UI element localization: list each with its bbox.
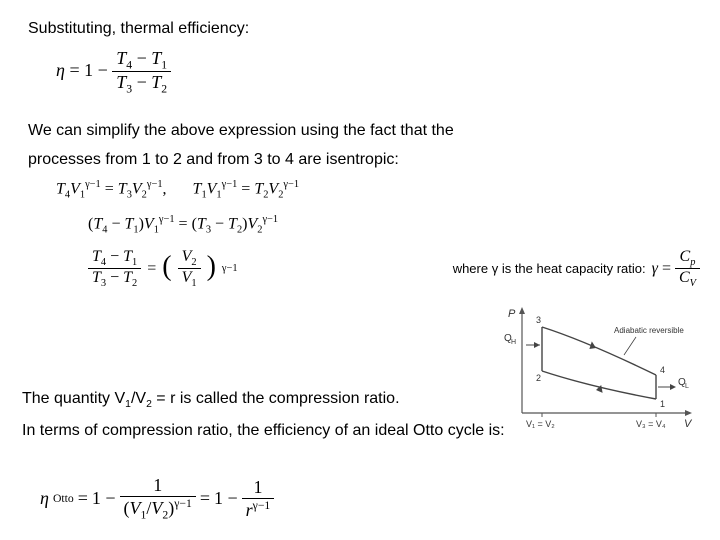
t1s: 1: [161, 58, 167, 71]
t2s: 2: [161, 83, 167, 96]
eq-isentropic-row: T4V1γ−1 = T3V2γ−1, T1V1γ−1 = T2V2γ−1: [56, 179, 692, 201]
p3a-1: The quantity V: [22, 390, 125, 407]
t2: T: [151, 72, 161, 92]
para-simplify-1: We can simplify the above expression usi…: [28, 120, 692, 142]
frac-r: 1 rγ−1: [242, 477, 275, 521]
frac-t: T4 − T1 T3 − T2: [112, 48, 171, 96]
t1: T: [151, 48, 161, 68]
eta2: η: [40, 488, 49, 509]
minus2: −: [137, 72, 152, 92]
svg-text:2: 2: [536, 373, 541, 383]
eq-t1v1: T1V1γ−1 = T2V2γ−1: [193, 179, 300, 201]
para-simplify-2: processes from 1 to 2 and from 3 to 4 ar…: [28, 149, 692, 171]
gamma-note-text: where γ is the heat capacity ratio:: [453, 261, 646, 276]
t3s: 3: [126, 83, 132, 96]
eq-eta-otto: ηOtto = 1 − 1 (V1/V2)γ−1 = 1 − 1 rγ−1: [40, 475, 274, 522]
sym-eta: η: [56, 60, 65, 80]
frac-gamma: Cp CV: [675, 248, 700, 289]
sym-eq: =: [69, 60, 84, 80]
minus1: −: [137, 48, 152, 68]
gamma-note: where γ is the heat capacity ratio: γ = …: [380, 248, 700, 289]
svg-text:H: H: [511, 339, 516, 346]
sym-gamma: γ: [652, 260, 658, 278]
p3a-mid: /V: [131, 390, 146, 407]
eq-t4v1: T4V1γ−1 = T3V2γ−1,: [56, 179, 167, 201]
sym-one-minus: 1 −: [84, 60, 112, 80]
eq-diff-v: (T4 − T1)V1γ−1 = (T3 − T2)V2γ−1: [88, 214, 692, 236]
t4s: 4: [126, 58, 132, 71]
p3a-rest: = r is called the compression ratio.: [152, 390, 400, 407]
svg-text:3: 3: [536, 315, 541, 325]
adiab-label: Adiabatic reversible: [614, 326, 684, 335]
para-substituting: Substituting, thermal efficiency:: [28, 18, 692, 40]
p3b: In terms of compression ratio, the effic…: [22, 420, 692, 442]
svg-text:4: 4: [660, 365, 665, 375]
frac-v1v2: 1 (V1/V2)γ−1: [120, 475, 196, 522]
t3: T: [116, 72, 126, 92]
t4: T: [116, 48, 126, 68]
otto-sub: Otto: [53, 492, 74, 505]
eq-eta-basic: η = 1 − T4 − T1 T3 − T2: [56, 48, 692, 96]
axis-p-label: P: [508, 308, 516, 320]
para-compression: The quantity V1/V2 = r is called the com…: [22, 388, 692, 450]
gamma-eq: =: [662, 260, 671, 278]
